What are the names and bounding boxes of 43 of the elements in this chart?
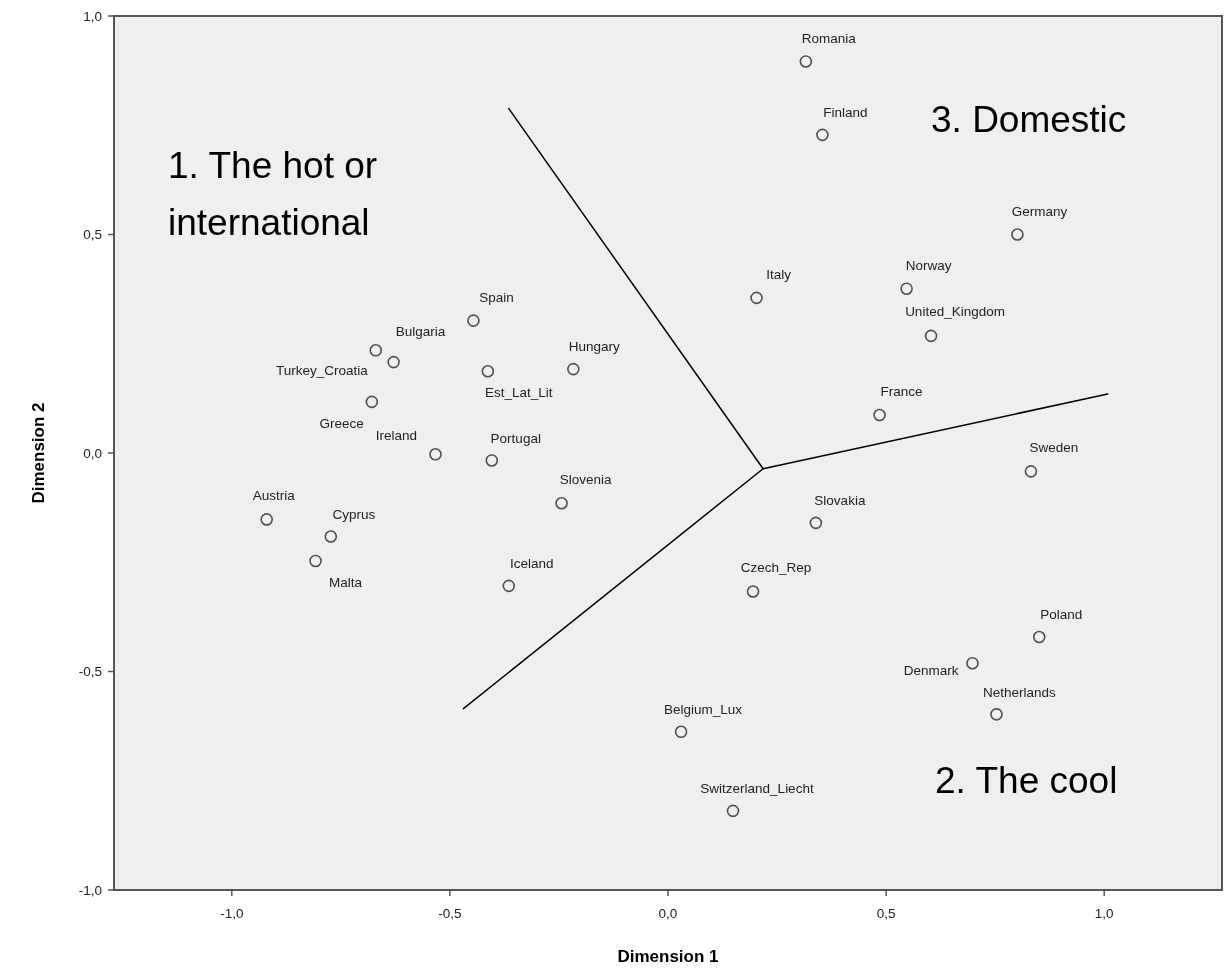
y-tick-label: 0,0 xyxy=(83,445,102,461)
annotation: Belgium_Lux xyxy=(664,701,743,717)
annotation: United_Kingdom xyxy=(905,303,1005,319)
annotation: Bulgaria xyxy=(395,323,446,339)
x-tick-label: 0,5 xyxy=(876,906,896,921)
x-tick-label: -0,5 xyxy=(438,906,462,921)
annotation: Malta xyxy=(329,574,363,590)
annotation: Iceland xyxy=(510,555,554,571)
annotation: Italy xyxy=(766,266,792,282)
annotation: 2. The cool xyxy=(935,760,1118,801)
annotation: Hungary xyxy=(568,338,621,354)
y-tick-label: -1,0 xyxy=(78,882,102,898)
x-tick-label: 0,0 xyxy=(658,906,678,921)
annotation: Spain xyxy=(479,290,514,306)
annotation: Poland xyxy=(1040,606,1083,622)
annotation: 1. The hot or international xyxy=(168,145,378,243)
annotation: 3. Domestic xyxy=(931,99,1127,140)
annotation: Sweden xyxy=(1029,440,1079,456)
y-tick-label: 1,0 xyxy=(83,8,102,24)
annotation: Turkey_Croatia xyxy=(275,363,369,379)
annotation: Switzerland_Liecht xyxy=(700,780,814,796)
annotation: Finland xyxy=(823,104,868,120)
y-tick-label: 0,5 xyxy=(83,227,102,243)
annotation: Norway xyxy=(905,258,952,274)
y-axis-title: Dimension 2 xyxy=(29,402,48,504)
annotation: Netherlands xyxy=(983,685,1057,701)
annotation: Est_Lat_Lit xyxy=(485,385,553,401)
annotation: Denmark xyxy=(903,662,959,678)
annotation: Slovenia xyxy=(559,471,612,487)
annotation: Ireland xyxy=(375,428,418,444)
annotation: Austria xyxy=(252,488,296,504)
x-tick-label: 1,0 xyxy=(1094,906,1114,921)
annotation: Slovakia xyxy=(814,492,866,508)
x-axis-title: Dimension 1 xyxy=(617,947,719,966)
annotation: France xyxy=(880,383,923,399)
annotation: Cyprus xyxy=(332,507,376,523)
y-tick-label: -0,5 xyxy=(78,664,102,680)
annotation: Germany xyxy=(1011,204,1068,220)
annotation: Portugal xyxy=(490,431,541,447)
annotation: Greece xyxy=(319,415,364,431)
annotation: Romania xyxy=(801,31,857,47)
annotation: Czech_Rep xyxy=(740,560,812,576)
x-tick-label: -1,0 xyxy=(220,906,244,921)
